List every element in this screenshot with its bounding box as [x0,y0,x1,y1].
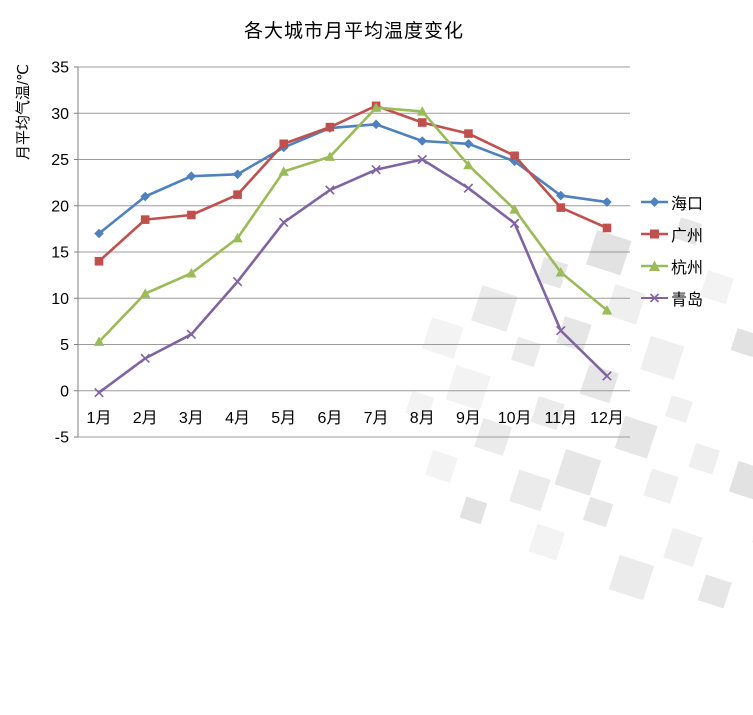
data-point-square [510,151,519,161]
series-haikou [94,119,612,239]
data-point-square [464,129,473,138]
y-tick-label: 0 [60,383,69,400]
data-point-x [509,218,520,229]
data-point-triangle [186,268,197,278]
data-point-triangle [324,151,336,161]
y-axis-ticks [74,66,78,438]
data-point-triangle [509,204,520,214]
data-point-x [556,325,566,336]
data-point-triangle [139,288,151,298]
data-point-x [94,387,104,398]
data-point-triangle [278,166,289,176]
data-point-diamond [232,169,243,180]
x-tick-label: 6月 [317,410,342,427]
data-point-diamond [371,119,381,130]
legend-item-haikou: 海口 [641,186,703,218]
series-line-hangzhou [97,106,609,344]
y-tick-label: 15 [51,245,69,262]
series-line-qingdao [97,158,609,394]
data-point-x [232,276,243,287]
y-tick-label: 5 [60,337,69,354]
legend: 海口 广州 杭州 青岛 [641,186,703,314]
y-axis-labels: 35 30 25 20 15 10 5 0 -5 [51,60,69,447]
data-point-x [140,353,150,364]
legend-label: 广州 [671,228,704,245]
x-tick-label: 7月 [364,410,389,427]
data-point-square [233,190,242,199]
y-tick-label: 10 [51,291,69,308]
x-tick-label: 10月 [498,410,532,427]
series-guangzhou [94,101,612,266]
data-point-square [279,139,289,149]
x-tick-label: 4月 [225,410,250,427]
legend-label: 杭州 [671,260,704,277]
series-hangzhou [93,102,613,346]
data-point-triangle [417,106,428,116]
data-point-triangle [463,159,474,170]
y-axis-title: 月平均气温/℃ [15,64,32,161]
y-tick-label: 35 [51,60,69,77]
data-point-square [417,118,427,127]
data-point-diamond [186,171,197,181]
x-tick-label: 5月 [271,410,296,427]
x-tick-label: 12月 [590,410,624,427]
mosaic-square [528,523,566,561]
chart-title: 各大城市月平均温度变化 [243,21,464,42]
data-point-diamond [463,138,474,149]
data-point-triangle [601,305,613,315]
y-tick-label: 20 [51,198,69,215]
data-point-triangle [93,336,105,346]
data-point-x [325,185,335,195]
data-point-square [325,122,335,132]
mosaic-square [663,527,703,567]
x-tick-label: 11月 [544,410,577,427]
data-point-square [556,203,566,212]
legend-item-guangzhou: 广州 [641,218,703,250]
x-tick-label: 8月 [410,410,435,427]
data-point-diamond [140,191,150,202]
legend-label: 海口 [671,196,704,213]
line-diamond-marker-icon [641,197,668,207]
data-point-x [186,329,197,340]
series-line-haikou [97,123,609,235]
line-square-marker-icon [641,229,668,239]
data-point-triangle [370,102,382,112]
series-qingdao [94,154,612,398]
data-point-x [371,164,381,175]
data-point-square [187,210,196,220]
data-point-x [278,217,289,228]
x-tick-label: 2月 [133,410,158,427]
y-tick-label: 30 [51,106,69,123]
data-point-diamond [556,190,566,201]
data-point-diamond [602,197,612,207]
y-tick-label: 25 [51,152,69,169]
data-point-x [417,154,428,165]
data-point-diamond [94,228,104,239]
series-line-guangzhou [97,104,609,263]
data-point-triangle [555,267,566,277]
data-point-x [463,183,474,193]
mosaic-square [608,554,655,601]
y-tick-label: -5 [55,430,69,447]
data-point-diamond [509,156,520,167]
data-point-square [140,215,150,224]
line-triangle-marker-icon [641,260,668,271]
legend-label: 青岛 [671,292,704,309]
x-axis-labels: 1月 2月 3月 4月 5月 6月 7月 8月 9月 10月 11月 12月 [87,410,624,427]
x-tick-label: 3月 [179,410,204,427]
data-point-square [94,256,104,266]
x-tick-label: 1月 [87,410,112,427]
mosaic-square [697,574,732,609]
plot-area: 35 30 25 20 15 10 5 0 -5 1月 2月 3月 4月 5月 6月 7月 8月 9月 10月 11月… [51,60,630,447]
data-point-triangle [232,232,243,243]
legend-item-hangzhou: 杭州 [641,250,703,282]
line-x-marker-icon [641,293,668,303]
x-tick-label: 9月 [456,410,481,427]
data-point-x [602,371,612,381]
data-point-square [602,223,612,233]
data-point-diamond [417,136,428,146]
legend-item-qingdao: 青岛 [641,282,703,314]
